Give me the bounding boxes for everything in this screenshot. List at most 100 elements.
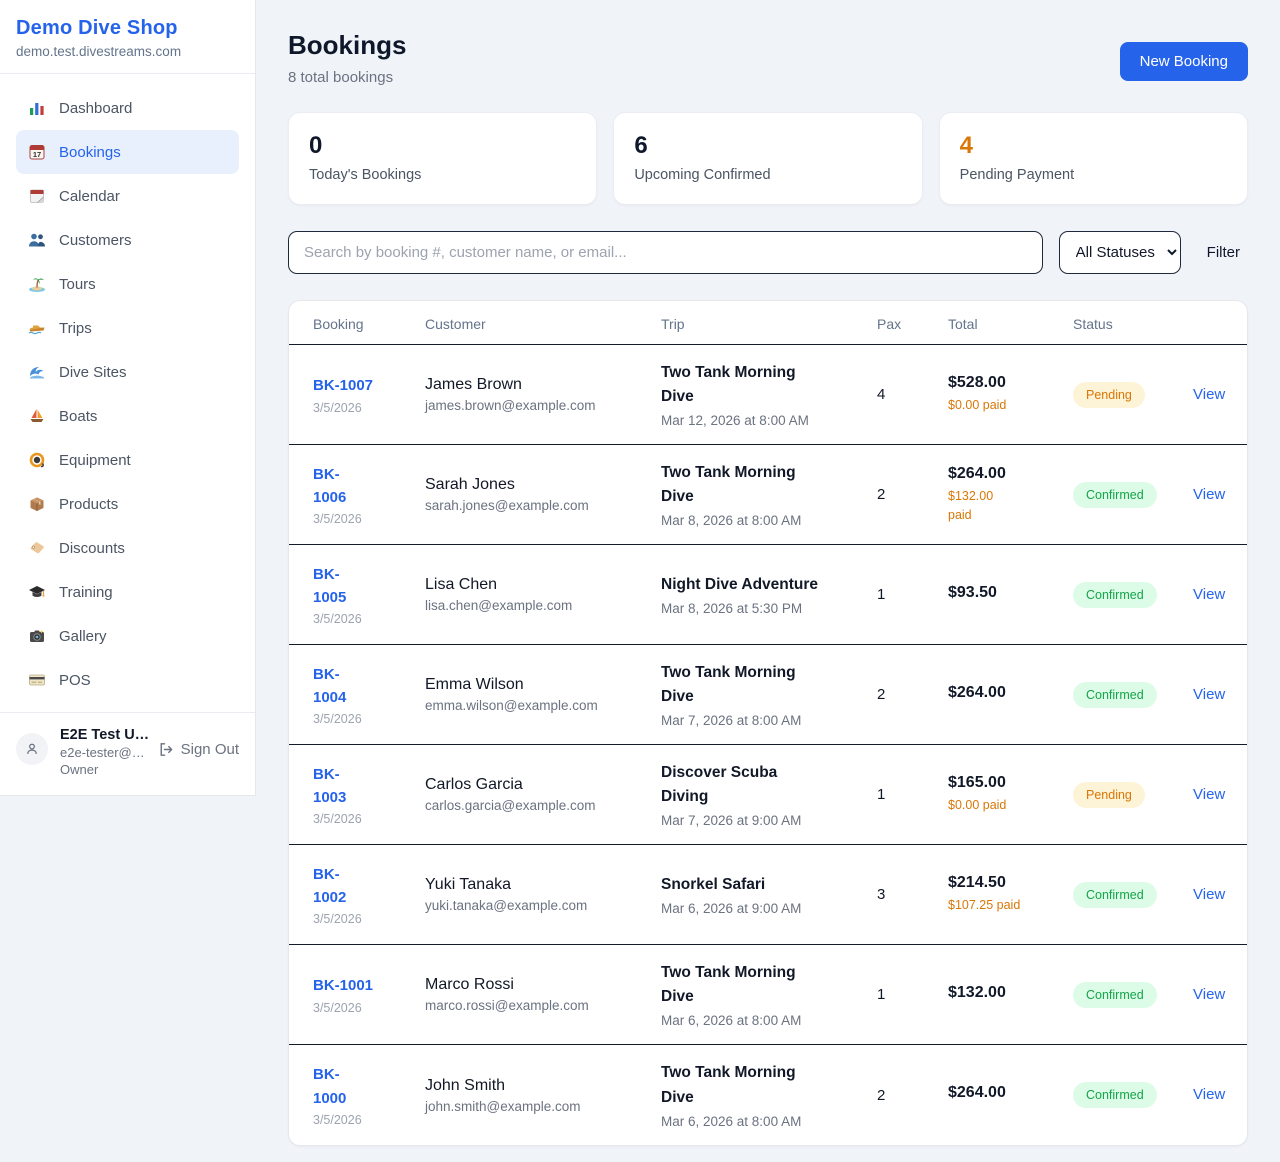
customer-email: marco.rossi@example.com: [425, 998, 589, 1013]
filter-button[interactable]: Filter: [1206, 244, 1240, 261]
sidebar-item-discounts[interactable]: Discounts: [16, 526, 239, 570]
sidebar-item-gallery[interactable]: Gallery: [16, 614, 239, 658]
column-header-pax: Pax: [877, 316, 902, 332]
user-info: E2E Test U… e2e-tester@… Owner: [60, 727, 157, 777]
page-title: Bookings: [288, 30, 407, 60]
sailboat-icon: [28, 407, 46, 425]
sidebar-item-training[interactable]: Training: [16, 570, 239, 614]
paid-amount: $132.00 paid: [948, 488, 994, 522]
column-header-status: Status: [1073, 316, 1113, 332]
sidebar-item-equipment[interactable]: Equipment: [16, 438, 239, 482]
bookings-count: 8 total bookings: [288, 69, 394, 86]
sidebar-item-products[interactable]: Products: [16, 482, 239, 526]
sidebar-item-bookings[interactable]: 17 Bookings: [16, 130, 239, 174]
trip-name: Night Dive Adventure: [661, 575, 819, 593]
sidebar: Demo Dive Shop demo.test.divestreams.com…: [0, 0, 256, 796]
sidebar-item-tours[interactable]: Tours: [16, 262, 239, 306]
dive-mask-icon: [28, 451, 46, 469]
main-content: Bookings 8 total bookings New Booking 0 …: [256, 0, 1280, 1162]
customer-email: james.brown@example.com: [425, 398, 596, 413]
view-link[interactable]: View: [1193, 385, 1226, 403]
grad-cap-icon: [28, 583, 46, 601]
trip-datetime: Mar 6, 2026 at 8:00 AM: [661, 1013, 802, 1029]
sidebar-item-customers[interactable]: Customers: [16, 218, 239, 262]
booking-id-link[interactable]: BK-1001: [313, 977, 374, 995]
view-link[interactable]: View: [1193, 885, 1226, 903]
stat-card-upcoming-confirmed: 6 Upcoming Confirmed: [613, 112, 923, 205]
sidebar-item-calendar[interactable]: Calendar: [16, 174, 239, 218]
booking-date: 3/5/2026: [313, 1112, 362, 1127]
sidebar-item-trips[interactable]: Trips: [16, 306, 239, 350]
booking-id-link[interactable]: BK- 1005: [313, 565, 347, 606]
calendar-icon: [28, 187, 46, 205]
booking-id-link[interactable]: BK- 1002: [313, 865, 347, 906]
wave-icon: [28, 363, 46, 381]
sidebar-item-label: Training: [59, 583, 113, 601]
total-amount: $165.00: [948, 774, 1006, 792]
search-input[interactable]: [288, 231, 1043, 274]
sidebar-item-boats[interactable]: Boats: [16, 394, 239, 438]
booking-id-link[interactable]: BK- 1004: [313, 665, 347, 706]
sign-out-button[interactable]: Sign Out: [157, 741, 239, 758]
view-link[interactable]: View: [1193, 485, 1226, 503]
booking-date: 3/5/2026: [313, 612, 362, 627]
total-amount: $93.50: [948, 583, 997, 601]
stats-row: 0 Today's Bookings 6 Upcoming Confirmed …: [288, 112, 1248, 205]
sidebar-item-dive-sites[interactable]: Dive Sites: [16, 350, 239, 394]
table-row: BK-1007 3/5/2026 James Brown james.brown@e…: [289, 345, 1247, 445]
customer-email: sarah.jones@example.com: [425, 498, 589, 513]
person-icon: [27, 743, 37, 754]
pax-count: 1: [877, 986, 886, 1003]
shop-logo[interactable]: Demo Dive Shop: [16, 17, 178, 39]
booking-id-link[interactable]: BK- 1006: [313, 465, 347, 506]
trip-datetime: Mar 12, 2026 at 8:00 AM: [661, 413, 809, 429]
status-badge: Confirmed: [1073, 481, 1157, 508]
booking-id-link[interactable]: BK-1007: [313, 377, 374, 395]
booking-date: 3/5/2026: [313, 1000, 362, 1015]
status-badge: Confirmed: [1073, 581, 1157, 608]
stat-label: Pending Payment: [959, 167, 1075, 183]
column-header-actions: [1193, 316, 1223, 332]
sidebar-item-label: Tours: [59, 275, 96, 293]
shop-domain: demo.test.divestreams.com: [16, 44, 182, 59]
booking-id-link[interactable]: BK- 1000: [313, 1066, 347, 1107]
stat-value: 0: [309, 132, 323, 159]
pax-count: 3: [877, 886, 886, 903]
sidebar-item-label: POS: [59, 671, 91, 689]
svg-text:17: 17: [33, 150, 41, 159]
status-badge: Confirmed: [1073, 1082, 1157, 1108]
view-link[interactable]: View: [1193, 1086, 1226, 1103]
people-icon: [28, 231, 46, 249]
customer-name: James Brown: [425, 376, 522, 393]
sidebar-item-label: Equipment: [59, 451, 131, 469]
filter-bar: All Statuses Filter: [288, 231, 1248, 274]
booking-date: 3/5/2026: [313, 512, 362, 527]
status-filter-select[interactable]: All Statuses: [1058, 231, 1181, 274]
sidebar-item-dashboard[interactable]: Dashboard: [16, 86, 239, 130]
new-booking-button[interactable]: New Booking: [1119, 42, 1248, 81]
customer-name: Yuki Tanaka: [425, 876, 511, 893]
user-name: E2E Test U…: [60, 727, 150, 743]
booking-id-link[interactable]: BK- 1003: [313, 765, 347, 806]
view-link[interactable]: View: [1193, 985, 1226, 1003]
trip-name: Two Tank Morning Dive: [661, 663, 796, 705]
table-row: BK- 1003 3/5/2026 Carlos Garcia carlos.gar…: [289, 745, 1247, 845]
view-link[interactable]: View: [1193, 785, 1226, 803]
sidebar-item-label: Trips: [59, 319, 92, 337]
customer-email: john.smith@example.com: [425, 1098, 581, 1114]
customer-email: yuki.tanaka@example.com: [425, 898, 588, 913]
total-amount: $528.00: [948, 374, 1006, 392]
total-amount: $264.00: [948, 683, 1006, 701]
trip-name: Discover Scuba Diving: [661, 763, 778, 805]
view-link[interactable]: View: [1193, 685, 1226, 703]
sidebar-item-label: Gallery: [59, 627, 107, 645]
sidebar-item-pos[interactable]: POS: [16, 658, 239, 702]
total-amount: $132.00: [948, 983, 1006, 1001]
pax-count: 2: [877, 686, 886, 703]
total-amount: $264.00: [948, 1084, 1006, 1101]
bar-chart-icon: [28, 99, 46, 117]
sidebar-item-label: Customers: [59, 231, 132, 249]
trip-datetime: Mar 7, 2026 at 9:00 AM: [661, 813, 802, 829]
pax-count: 2: [877, 486, 886, 503]
view-link[interactable]: View: [1193, 585, 1226, 603]
